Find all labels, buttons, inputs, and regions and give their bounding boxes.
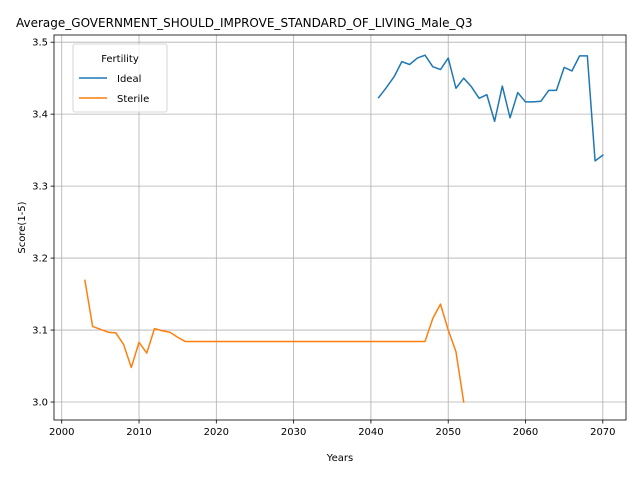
- y-tick-label: 3.0: [32, 398, 48, 409]
- grid: [54, 35, 626, 420]
- series-layer: [84, 54, 604, 403]
- legend-label-sterile: Sterile: [117, 94, 149, 105]
- x-tick-label: 2060: [513, 427, 538, 438]
- legend-title: Fertility: [101, 54, 139, 65]
- series-line-ideal: [377, 54, 604, 162]
- x-tick-label: 2070: [590, 427, 615, 438]
- legend-items: Ideal Sterile: [79, 74, 149, 105]
- x-axis-label: Years: [326, 453, 353, 464]
- plot-frame: [53, 34, 627, 421]
- legend: Fertility Ideal Sterile: [72, 43, 168, 113]
- y-tick-label: 3.4: [32, 110, 48, 121]
- y-tick-label: 3.3: [32, 182, 48, 193]
- y-axis-label: Score(1-5): [17, 201, 28, 253]
- y-tick-label: 3.1: [32, 326, 48, 337]
- y-tick-label: 3.5: [32, 38, 48, 49]
- x-tick-label: 2020: [204, 427, 229, 438]
- x-tick-label: 2000: [49, 427, 74, 438]
- x-tick-label: 2010: [126, 427, 151, 438]
- ticks: 2000 2010 2020 2030 2040 2050 2060 2070 3.0 3.1 3.…: [32, 38, 615, 438]
- x-tick-label: 2050: [435, 427, 460, 438]
- x-tick-label: 2040: [358, 427, 383, 438]
- chart-title: Average_GOVERNMENT_SHOULD_IMPROVE_STANDA…: [16, 16, 473, 30]
- y-tick-label: 3.2: [32, 254, 48, 265]
- legend-box: [72, 43, 168, 113]
- x-tick-label: 2030: [281, 427, 306, 438]
- legend-label-ideal: Ideal: [117, 74, 141, 85]
- series-line-sterile: [84, 279, 465, 403]
